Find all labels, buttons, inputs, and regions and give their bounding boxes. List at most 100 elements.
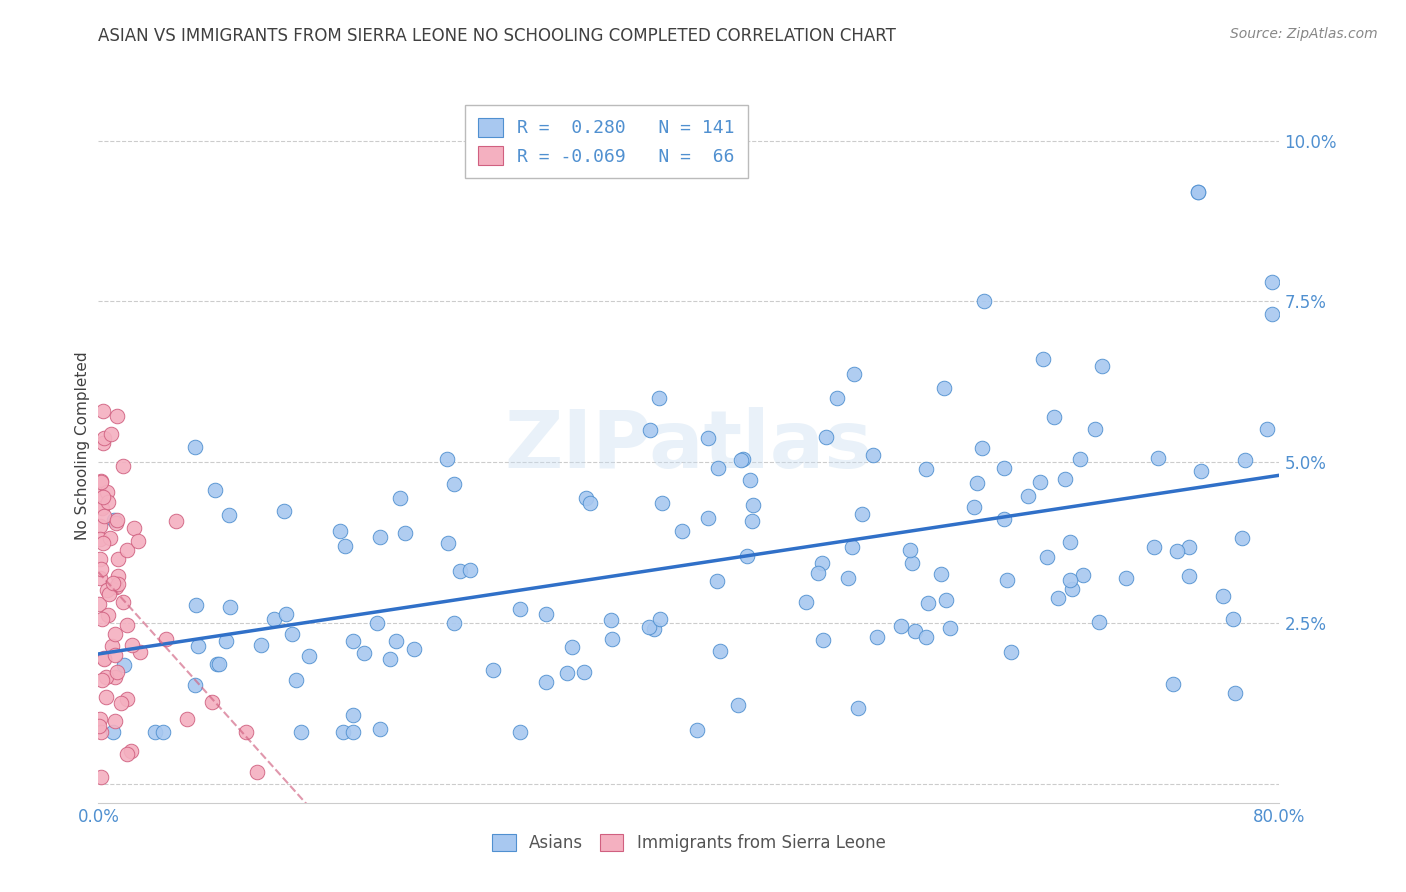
Point [101,575,124,590]
Point [91,490,114,504]
Point [686,723,709,737]
Point [575,491,598,505]
Point [1230,532,1253,546]
Point [741,514,763,528]
Point [89,519,111,533]
Point [970,442,993,456]
Point [1059,573,1081,587]
Point [89,533,111,547]
Y-axis label: No Schooling Completed: No Schooling Completed [75,351,90,541]
Point [121,638,143,652]
Point [103,725,125,739]
Point [1147,451,1170,466]
Point [389,491,412,505]
Point [184,440,207,454]
Point [939,621,962,635]
Point [1212,589,1234,603]
Point [366,616,388,631]
Point [127,534,149,549]
Point [215,634,238,648]
Point [117,618,139,632]
Point [97,587,120,601]
Point [219,599,242,614]
Point [90,500,112,514]
Point [727,698,749,712]
Point [993,460,1015,475]
Point [929,567,952,582]
Point [900,556,922,570]
Point [105,513,128,527]
Text: ZIPatlas: ZIPatlas [505,407,873,485]
Point [91,612,114,626]
Point [1046,591,1069,605]
Point [298,648,321,663]
Point [1036,550,1059,565]
Point [353,646,375,660]
Point [117,747,139,761]
Point [648,612,671,626]
Point [1261,307,1284,321]
Point [97,608,120,623]
Point [97,494,120,508]
Point [1178,569,1201,583]
Point [973,294,995,309]
Point [966,475,988,490]
Point [273,504,295,518]
Point [810,556,832,570]
Point [1017,489,1039,503]
Point [90,673,112,687]
Point [572,665,595,679]
Point [648,391,671,405]
Point [436,536,458,550]
Point [101,640,124,654]
Point [599,614,621,628]
Point [449,564,471,578]
Point [460,563,482,577]
Point [993,512,1015,526]
Point [917,597,939,611]
Point [246,765,269,780]
Point [731,452,754,467]
Point [1222,612,1244,626]
Point [105,409,128,423]
Point [932,381,955,395]
Point [671,524,693,538]
Point [200,694,222,708]
Point [342,725,364,739]
Point [578,496,600,510]
Point [846,701,869,715]
Point [796,595,818,609]
Point [1223,686,1246,700]
Point [385,633,408,648]
Point [1163,677,1185,691]
Point [342,708,364,723]
Point [534,607,557,621]
Point [94,690,117,704]
Point [129,644,152,658]
Point [1059,534,1081,549]
Point [96,670,118,684]
Point [509,725,531,739]
Point [1115,571,1137,585]
Point [735,549,758,564]
Point [1091,359,1114,373]
Point [807,566,830,581]
Point [90,725,112,739]
Point [208,657,231,671]
Point [205,657,228,672]
Point [250,638,273,652]
Point [93,431,115,445]
Point [120,744,142,758]
Point [1060,582,1083,596]
Point [105,516,128,531]
Point [91,500,114,515]
Point [96,582,118,597]
Point [276,607,298,621]
Point [87,718,110,732]
Point [91,403,114,417]
Point [1261,275,1284,289]
Point [104,627,127,641]
Point [1187,185,1209,199]
Point [112,658,135,673]
Point [107,552,129,566]
